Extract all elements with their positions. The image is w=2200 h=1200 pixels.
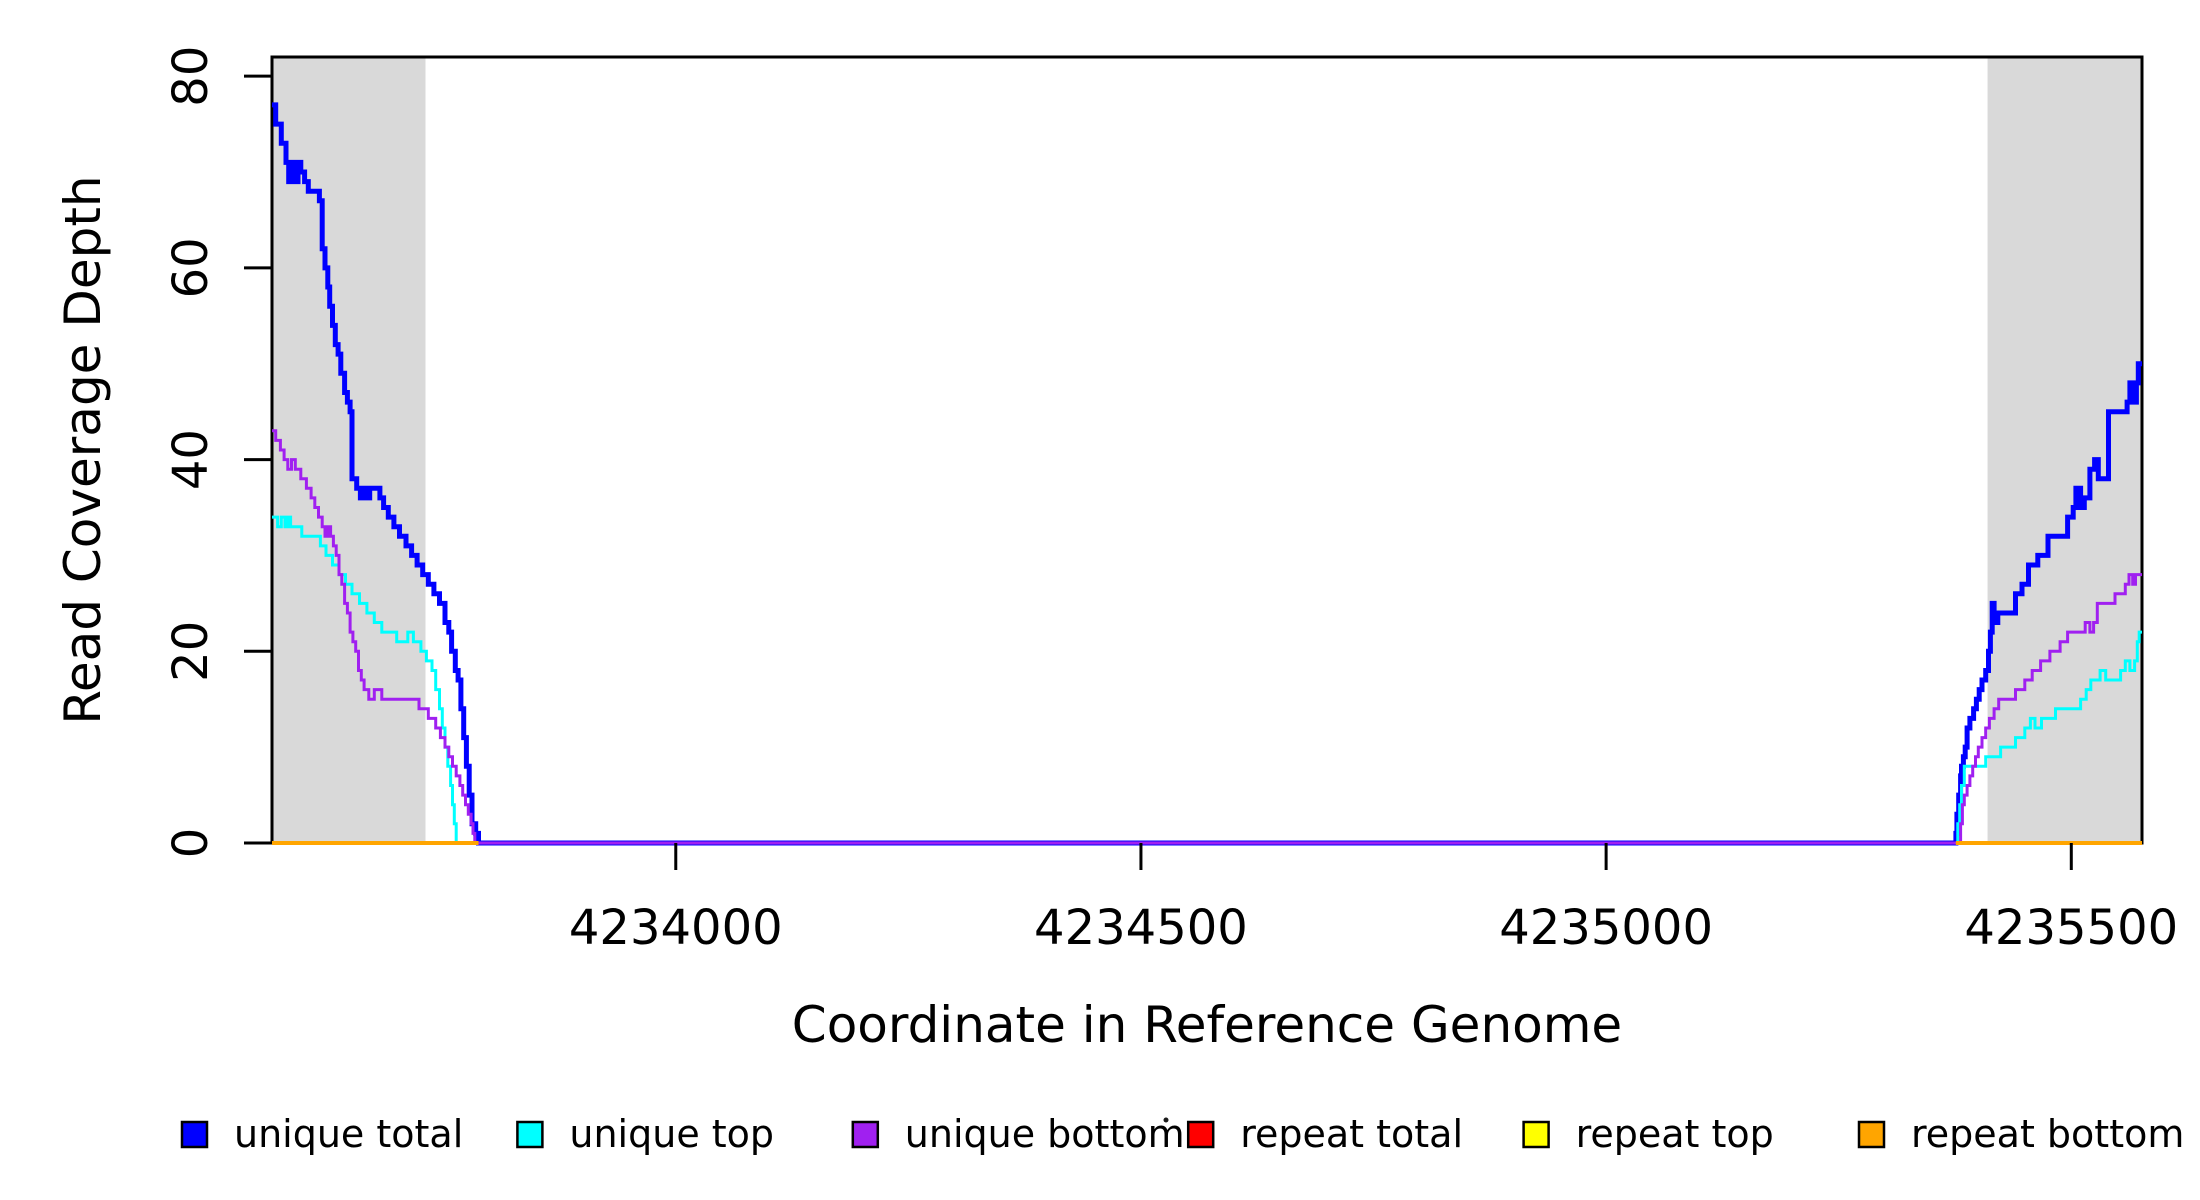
x-tick-label: 4234500 bbox=[1034, 900, 1248, 956]
series-line-unique-total bbox=[272, 102, 2142, 846]
shaded-region bbox=[1987, 57, 2142, 843]
legend-label-unique-total: unique total bbox=[234, 1112, 463, 1156]
x-tick-label: 4234000 bbox=[569, 900, 783, 956]
x-tick-label: 4235000 bbox=[1499, 900, 1713, 956]
y-tick-label: 0 bbox=[163, 828, 219, 859]
y-tick-label: 80 bbox=[163, 46, 219, 107]
legend-swatch-unique-total bbox=[180, 1120, 209, 1149]
stray-mark bbox=[1163, 1117, 1169, 1123]
legend-swatch-unique-top bbox=[516, 1120, 544, 1149]
series-line-unique-bottom bbox=[272, 429, 2142, 845]
y-tick-label: 40 bbox=[163, 429, 219, 490]
legend-label-unique-bottom: unique bottom bbox=[905, 1112, 1185, 1156]
legend-label-repeat-top: repeat top bbox=[1576, 1112, 1774, 1156]
plot-frame bbox=[270, 55, 2144, 845]
series-lines bbox=[272, 102, 2142, 846]
x-tick-label: 4235500 bbox=[1964, 900, 2178, 956]
legend-swatch-repeat-top bbox=[1522, 1120, 1550, 1149]
legend-label-repeat-bottom: repeat bottom bbox=[1911, 1112, 2184, 1156]
legend: unique total unique top unique bottom repea… bbox=[180, 1112, 2184, 1156]
shaded-region bbox=[272, 57, 426, 843]
legend-label-unique-top: unique top bbox=[569, 1112, 774, 1156]
y-tick-label: 60 bbox=[163, 237, 219, 298]
y-axis-title: Read Coverage Depth bbox=[54, 175, 112, 724]
x-axis-title: Coordinate in Reference Genome bbox=[792, 996, 1622, 1054]
y-axis-ticks: 0 20 40 60 80 bbox=[163, 46, 272, 859]
series-line-unique-top bbox=[272, 515, 2142, 845]
legend-label-repeat-total: repeat total bbox=[1240, 1112, 1463, 1156]
shaded-regions bbox=[272, 57, 2142, 843]
y-tick-label: 20 bbox=[163, 621, 219, 682]
x-axis-ticks: 4234000 4234500 4235000 4235500 bbox=[569, 843, 2178, 956]
legend-swatch-repeat-total bbox=[1186, 1120, 1215, 1149]
legend-swatch-repeat-bottom bbox=[1857, 1120, 1886, 1149]
legend-swatch-unique-bottom bbox=[851, 1120, 880, 1149]
